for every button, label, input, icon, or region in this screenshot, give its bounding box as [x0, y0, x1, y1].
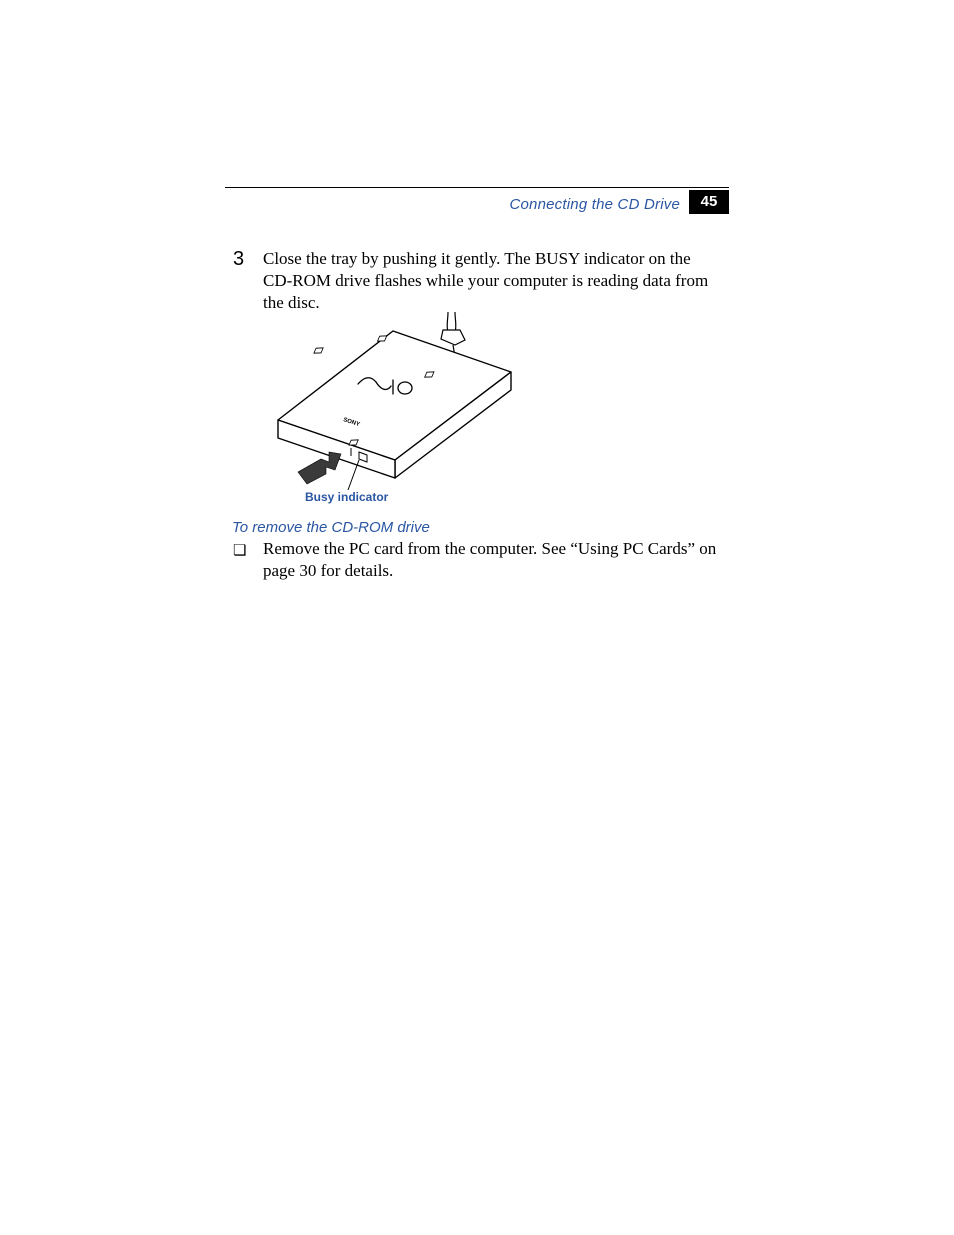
step-text: Close the tray by pushing it gently. The…	[263, 248, 723, 313]
page-number: 45	[689, 190, 729, 214]
busy-indicator-label: Busy indicator	[305, 490, 388, 504]
running-header: Connecting the CD Drive	[509, 196, 680, 213]
subsection-heading: To remove the CD-ROM drive	[232, 519, 430, 536]
header-rule	[225, 187, 729, 188]
cd-drive-illustration: SONY Busy indicator	[263, 312, 533, 507]
manual-page: Connecting the CD Drive 45 3 Close the t…	[0, 0, 954, 1235]
bullet-icon: ❏	[233, 541, 246, 559]
step-number: 3	[233, 248, 244, 271]
bullet-text: Remove the PC card from the computer. Se…	[263, 538, 723, 582]
